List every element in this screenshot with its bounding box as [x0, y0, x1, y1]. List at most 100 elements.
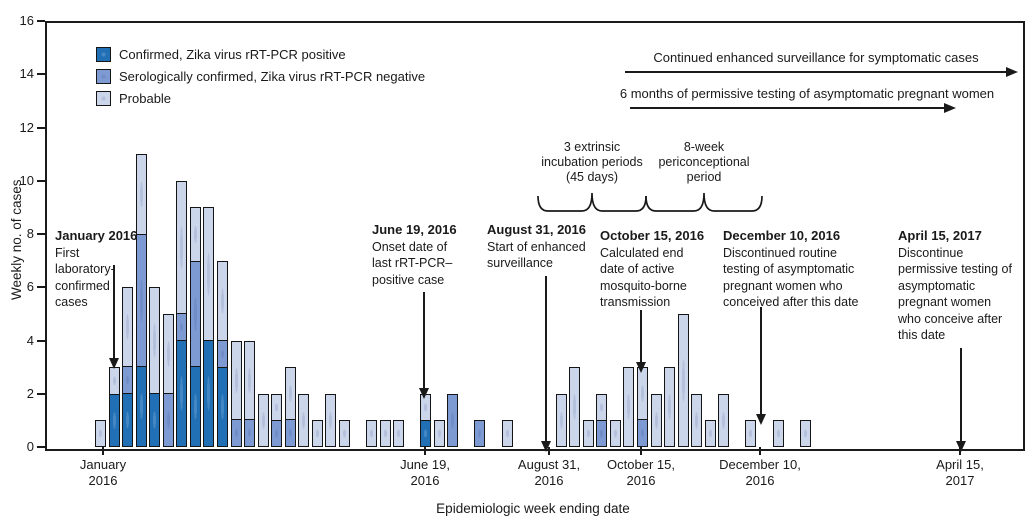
top-arrow-1-line: [625, 71, 1009, 73]
stacked-bar-week-6: [176, 180, 188, 447]
annotation-december-line: testing of asymptomatic: [723, 262, 855, 276]
serologic-swatch-icon: [96, 69, 111, 84]
annotation-april: April 15, 2017 Discontinue permissive test…: [898, 228, 1012, 344]
annotation-january-line: confirmed: [55, 278, 110, 293]
probable-segment: [719, 394, 729, 446]
stacked-bar-week-12: [257, 393, 269, 447]
probable-segment: [394, 421, 404, 446]
legend-item-probable: Probable: [96, 91, 171, 106]
probable-segment: [746, 421, 756, 446]
probable-segment: [109, 368, 119, 394]
annotation-january-line: laboratory-: [55, 262, 115, 276]
annotation-june: June 19, 2016 Onset date of last rRT-PCR– p…: [372, 222, 457, 288]
stacked-bar-week-35: [569, 367, 581, 447]
serologic-segment: [190, 260, 200, 367]
y-tick-label: 14: [19, 66, 34, 82]
annotation-october-line: date of active: [600, 262, 675, 276]
y-tick-label: 10: [19, 172, 34, 188]
stacked-bar-week-1: [108, 367, 120, 447]
annotation-december-arrow-line: [760, 307, 762, 414]
probable-segment: [339, 421, 349, 446]
y-tick-mark: [37, 20, 45, 22]
serologic-segment: [285, 419, 295, 446]
legend-item-serologic: Serologically confirmed, Zika virus rRT-…: [96, 69, 425, 84]
probable-segment: [597, 394, 607, 420]
stacked-bar-week-7: [189, 207, 201, 447]
brace2-label-line: period: [686, 170, 722, 184]
top-arrow-2-label: 6 months of permissive testing of asympt…: [619, 86, 995, 101]
y-tick-mark: [37, 339, 45, 342]
annotation-october-line: transmission: [600, 295, 671, 309]
stacked-bar-week-16: [311, 420, 323, 447]
y-tick-mark: [37, 126, 45, 129]
x-tick-mark: [759, 447, 761, 455]
confirmed-segment: [150, 392, 160, 446]
annotation-january-line: January 2016: [55, 228, 138, 243]
probable-segment: [204, 208, 214, 340]
stacked-bar-week-3: [135, 154, 147, 447]
stacked-bar-week-30: [501, 420, 513, 447]
annotation-january-line: First: [55, 245, 80, 260]
annotation-october-line: October 15, 2016: [600, 228, 705, 243]
annotation-april-arrow-line: [960, 348, 962, 441]
annotation-august-line: surveillance: [487, 256, 554, 270]
annotation-october-arrowhead-icon: [635, 362, 646, 373]
stacked-bar-week-13: [271, 393, 283, 447]
y-tick-label: 16: [19, 13, 34, 28]
probable-segment: [570, 368, 580, 446]
probable-segment: [651, 394, 661, 446]
probable-segment: [705, 421, 715, 446]
x-tick-label: August 31, 2016: [517, 457, 581, 488]
confirmed-segment: [217, 366, 227, 446]
legend-label: Confirmed, Zika virus rRT-PCR positive: [119, 47, 346, 62]
confirmed-swatch-icon: [96, 47, 111, 62]
serologic-segment: [136, 233, 146, 367]
stacked-bar-week-34: [555, 393, 567, 447]
probable-segment: [231, 341, 241, 420]
x-tick-mark: [640, 447, 642, 455]
stacked-bar-week-43: [677, 313, 689, 447]
x-tick-label: January 2016: [79, 457, 127, 488]
stacked-bar-week-40: [637, 367, 648, 447]
probable-segment: [421, 394, 431, 420]
confirmed-segment: [136, 366, 146, 446]
stacked-bar-week-48: [745, 420, 757, 447]
stacked-bar-week-18: [338, 420, 350, 447]
x-tick-label: December 10, 2016: [719, 457, 801, 488]
annotation-january-arrow-line: [113, 265, 115, 358]
annotation-june-line: Onset date of: [372, 239, 448, 254]
stacked-bar-week-21: [379, 420, 391, 447]
y-tick-mark: [37, 392, 45, 395]
brace1-label: 3 extrinsic incubation periods (45 days): [541, 140, 642, 185]
probable-segment: [665, 368, 675, 446]
x-axis-title: Epidemiologic week ending date: [436, 501, 630, 516]
stacked-bar-week-42: [664, 367, 676, 447]
probable-segment: [96, 421, 105, 446]
annotation-december-line: Discontinued routine: [723, 245, 837, 260]
annotation-april-line: asymptomatic: [898, 278, 976, 293]
annotation-june-line: June 19, 2016: [372, 222, 457, 237]
stacked-bar-week-36: [582, 420, 594, 447]
top-arrow-2-arrowhead-icon: [944, 103, 956, 113]
x-tick-label: October 15, 2016: [607, 457, 675, 488]
annotation-january-arrowhead-icon: [108, 358, 119, 369]
confirmed-segment: [109, 393, 119, 446]
stacked-bar-week-9: [216, 260, 228, 447]
serologic-segment: [231, 419, 241, 446]
x-tick-label: June 19, 2016: [400, 457, 450, 488]
y-tick-label: 12: [19, 119, 34, 135]
annotation-october-line: mosquito-borne: [600, 278, 687, 293]
annotation-october-arrow-line: [640, 310, 642, 362]
annotation-august-arrow-line: [545, 276, 547, 441]
y-tick-label: 8: [26, 226, 34, 241]
annotation-april-arrowhead-icon: [955, 441, 966, 452]
probable-segment: [367, 421, 376, 446]
probable-swatch-icon: [96, 91, 111, 106]
serologic-segment: [123, 366, 133, 394]
brace2-label-line: 8-week: [683, 140, 725, 154]
stacked-bar-week-52: [799, 420, 811, 447]
stacked-bar-week-10: [230, 340, 242, 447]
serologic-segment: [448, 394, 458, 446]
serologic-segment: [177, 312, 187, 341]
annotation-june-line: last rRT-PCR–: [372, 256, 453, 270]
